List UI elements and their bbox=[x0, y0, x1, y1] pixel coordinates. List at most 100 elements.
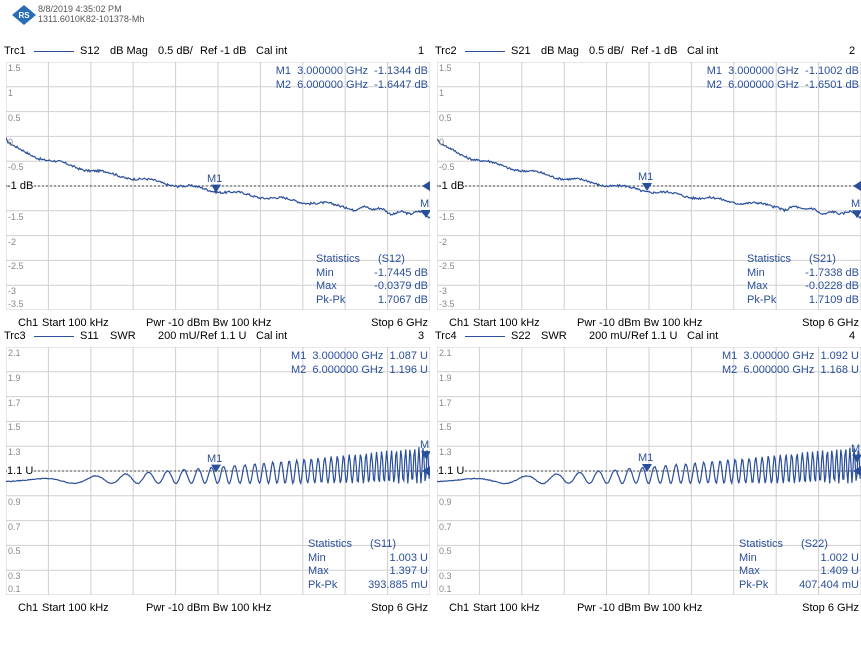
y-tick-label: 1.3 bbox=[439, 447, 452, 458]
channel-footer[interactable]: Ch1 Start 100 kHz Pwr -10 dBm Bw 100 kHz… bbox=[0, 312, 430, 334]
trace-ref: Ref -1 dB bbox=[200, 45, 247, 57]
trace-cal: Cal int bbox=[687, 330, 719, 342]
y-tick-label: 0.5 bbox=[8, 546, 21, 557]
trace-format: SWR bbox=[110, 330, 136, 342]
trace-ref: Ref 1.1 U bbox=[631, 330, 678, 342]
marker-m2-label[interactable]: M bbox=[420, 197, 430, 210]
y-tick-label: -3 bbox=[8, 286, 17, 297]
y-tick-label: -2 bbox=[439, 236, 448, 247]
trace-title-bar[interactable]: Trc3 S11 SWR 200 mU/ Ref 1.1 U Cal int 3 bbox=[0, 325, 430, 347]
marker-m1-icon bbox=[642, 182, 652, 191]
y-tick-label: -1.5 bbox=[439, 211, 455, 222]
trace-number: 2 bbox=[849, 45, 856, 57]
y-tick-label: 1.7 bbox=[439, 397, 452, 408]
trace-format: dB Mag bbox=[110, 45, 148, 57]
y-tick-label: 0.5 bbox=[8, 112, 21, 123]
y-tick-label: 1.9 bbox=[439, 372, 452, 383]
channel-footer[interactable]: Ch1 Start 100 kHz Pwr -10 dBm Bw 100 kHz… bbox=[431, 597, 861, 619]
trace-plot[interactable]: M1 3.000000 GHz -1.1002 dB M2 6.000000 G… bbox=[437, 62, 861, 310]
reference-label: -1 dB bbox=[438, 180, 465, 192]
channel-footer[interactable]: Ch1 Start 100 kHz Pwr -10 dBm Bw 100 kHz… bbox=[0, 597, 430, 619]
trace-ref: Ref -1 dB bbox=[631, 45, 678, 57]
trace-number: 1 bbox=[418, 45, 425, 57]
timestamp: 8/8/2019 4:35:02 PM bbox=[38, 4, 122, 14]
trace-panel-1: Trc1 S12 dB Mag 0.5 dB/ Ref -1 dB Cal in… bbox=[0, 40, 430, 365]
y-tick-label: 0.9 bbox=[8, 496, 21, 507]
channel-footer[interactable]: Ch1 Start 100 kHz Pwr -10 dBm Bw 100 kHz… bbox=[431, 312, 861, 334]
trace-cal: Cal int bbox=[256, 330, 288, 342]
start-frequency: Start 100 kHz bbox=[473, 317, 540, 329]
trace-panel-3: Trc3 S11 SWR 200 mU/ Ref 1.1 U Cal int 3… bbox=[0, 325, 430, 650]
y-tick-label: 0.5 bbox=[439, 112, 452, 123]
channel-label: Ch1 bbox=[18, 602, 39, 614]
y-tick-label: -2 bbox=[8, 236, 17, 247]
marker-m2-readout: M2 6.000000 GHz 1.168 U bbox=[722, 364, 859, 376]
plot-grid bbox=[6, 347, 430, 595]
y-tick-label: 1.5 bbox=[8, 422, 21, 433]
trace-line-icon bbox=[465, 336, 505, 337]
marker-m2-icon bbox=[852, 454, 861, 463]
marker-m1-label[interactable]: M1 bbox=[207, 172, 223, 185]
reference-label: 1.1 U bbox=[7, 465, 34, 477]
marker-m1-label[interactable]: M1 bbox=[638, 170, 654, 183]
marker-m1-label[interactable]: M1 bbox=[207, 452, 223, 465]
stop-frequency: Stop 6 GHz bbox=[802, 602, 859, 614]
marker-m1-icon bbox=[211, 464, 221, 473]
marker-m1-icon bbox=[642, 463, 652, 472]
statistics-box: Statistics (S21) Min -1.7338 dB Max -0.0228… bbox=[747, 253, 859, 306]
trace-name: Trc1 bbox=[4, 45, 26, 57]
marker-m1-readout: M1 3.000000 GHz -1.1002 dB bbox=[706, 65, 859, 77]
svg-text:RS: RS bbox=[18, 11, 30, 20]
plot-grid bbox=[437, 62, 861, 310]
trace-line-icon bbox=[34, 51, 74, 52]
trace-name: Trc3 bbox=[4, 330, 26, 342]
trace-name: Trc2 bbox=[435, 45, 457, 57]
plot-grid bbox=[437, 347, 861, 595]
statistics-box: Statistics (S12) Min -1.7445 dB Max -0.0379… bbox=[316, 253, 428, 306]
trace-title-bar[interactable]: Trc4 S22 SWR 200 mU/ Ref 1.1 U Cal int 4 bbox=[431, 325, 861, 347]
trace-plot[interactable]: M1 3.000000 GHz 1.092 U M2 6.000000 GHz … bbox=[437, 347, 861, 595]
trace-title-bar[interactable]: Trc1 S12 dB Mag 0.5 dB/ Ref -1 dB Cal in… bbox=[0, 40, 430, 62]
trace-format: SWR bbox=[541, 330, 567, 342]
start-frequency: Start 100 kHz bbox=[42, 602, 109, 614]
y-tick-label: 0 bbox=[439, 137, 445, 148]
marker-m2-readout: M2 6.000000 GHz 1.196 U bbox=[291, 364, 428, 376]
trace-ref: Ref 1.1 U bbox=[200, 330, 247, 342]
marker-m2-readout: M2 6.000000 GHz -1.6501 dB bbox=[706, 79, 859, 91]
marker-m2-label[interactable]: M bbox=[420, 439, 430, 452]
y-tick-label: 1.9 bbox=[8, 372, 21, 383]
marker-m1-readout: M1 3.000000 GHz -1.1344 dB bbox=[275, 65, 428, 77]
marker-m2-label[interactable]: M bbox=[851, 198, 861, 211]
power-bandwidth: Pwr -10 dBm Bw 100 kHz bbox=[146, 317, 272, 329]
power-bandwidth: Pwr -10 dBm Bw 100 kHz bbox=[577, 317, 703, 329]
trace-curve bbox=[6, 447, 430, 486]
y-tick-label: 0.7 bbox=[8, 521, 21, 532]
trace-title-bar[interactable]: Trc2 S21 dB Mag 0.5 dB/ Ref -1 dB Cal in… bbox=[431, 40, 861, 62]
rohde-schwarz-logo: RS bbox=[12, 5, 36, 25]
statistics-box: Statistics (S11) Min 1.003 U Max 1.397 U Pk… bbox=[308, 538, 428, 591]
y-tick-label: -3 bbox=[439, 286, 448, 297]
marker-m1-readout: M1 3.000000 GHz 1.087 U bbox=[291, 350, 428, 362]
marker-m1-icon bbox=[211, 184, 221, 193]
y-tick-label: 0.7 bbox=[439, 521, 452, 532]
stop-frequency: Stop 6 GHz bbox=[802, 317, 859, 329]
y-tick-label: 1.5 bbox=[439, 422, 452, 433]
y-tick-label: -0.5 bbox=[439, 162, 455, 173]
trace-name: Trc4 bbox=[435, 330, 457, 342]
y-tick-label: 1 bbox=[439, 87, 445, 98]
marker-m2-label[interactable]: M bbox=[851, 442, 861, 455]
stop-frequency: Stop 6 GHz bbox=[371, 317, 428, 329]
y-tick-label: -3.5 bbox=[8, 299, 24, 309]
trace-plot[interactable]: M1 3.000000 GHz -1.1344 dB M2 6.000000 G… bbox=[6, 62, 430, 310]
trace-param: S11 bbox=[80, 330, 99, 342]
trace-panel-4: Trc4 S22 SWR 200 mU/ Ref 1.1 U Cal int 4… bbox=[431, 325, 861, 650]
y-tick-label: 1.5 bbox=[439, 63, 452, 73]
trace-param: S12 bbox=[80, 45, 100, 57]
reference-arrow-icon bbox=[853, 181, 861, 191]
y-tick-label: 0.9 bbox=[439, 496, 452, 507]
trace-format: dB Mag bbox=[541, 45, 579, 57]
y-tick-label: -0.5 bbox=[8, 162, 24, 173]
marker-m1-label[interactable]: M1 bbox=[638, 451, 654, 464]
y-tick-label: -2.5 bbox=[8, 261, 24, 272]
trace-plot[interactable]: M1 3.000000 GHz 1.087 U M2 6.000000 GHz … bbox=[6, 347, 430, 595]
